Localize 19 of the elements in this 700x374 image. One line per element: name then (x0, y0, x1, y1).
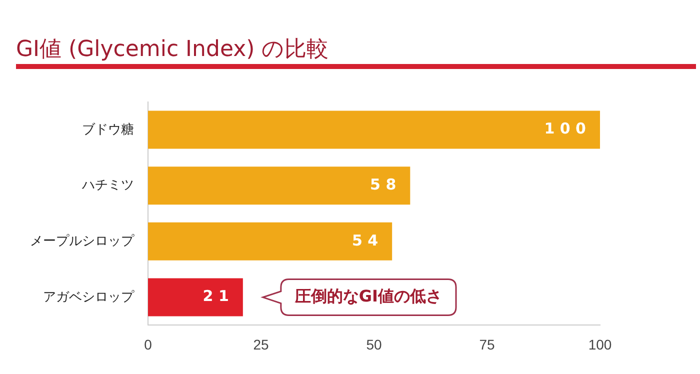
chart-title: GI値 (Glycemic Index) の比較 (16, 36, 329, 64)
y-tick-label: アガベシロップ (43, 288, 135, 304)
x-tick-label: 100 (588, 336, 612, 352)
bar (148, 222, 392, 260)
data-label: 5 4 (352, 231, 378, 250)
data-label: 2 1 (202, 287, 229, 306)
y-tick-label: ハチミツ (81, 177, 134, 192)
x-tick-label: 0 (144, 336, 152, 352)
x-tick-label: 25 (253, 336, 269, 352)
bar (148, 110, 600, 149)
data-label: 5 8 (370, 175, 396, 194)
data-label: 1 0 0 (544, 120, 586, 138)
y-tick-label: メープルシロップ (30, 233, 135, 248)
x-tick-label: 75 (479, 336, 495, 352)
bar (148, 166, 410, 205)
bar (148, 278, 243, 316)
x-tick-label: 50 (366, 336, 382, 352)
y-tick-label: ブドウ糖 (82, 121, 134, 136)
annotation: 圧倒的なGI値の低さ (294, 286, 442, 306)
